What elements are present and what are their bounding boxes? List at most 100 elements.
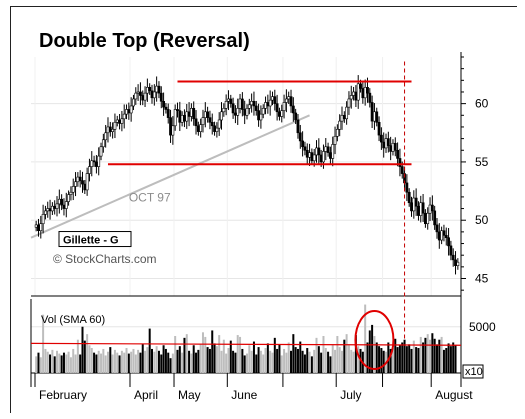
- price-candle: [224, 101, 228, 109]
- price-candle: [259, 113, 263, 121]
- price-candle: [382, 141, 386, 149]
- price-candles: [34, 75, 460, 275]
- volume-bar: [373, 336, 376, 373]
- volume-bar: [188, 350, 191, 373]
- volume-bar: [192, 345, 195, 373]
- price-candle: [85, 173, 89, 191]
- price-candle: [294, 112, 298, 121]
- volume-bar: [398, 345, 401, 373]
- price-candle: [451, 254, 455, 261]
- price-candle: [284, 98, 288, 103]
- price-candle: [261, 107, 265, 115]
- volume-bar: [171, 353, 174, 373]
- price-candle: [435, 224, 439, 233]
- price-candle: [354, 91, 358, 101]
- volume-bar: [222, 339, 225, 373]
- price-candle: [379, 134, 383, 143]
- volume-bar: [169, 358, 172, 373]
- price-candle: [391, 142, 395, 152]
- price-candle: [275, 103, 279, 113]
- price-candle: [308, 152, 311, 158]
- symbol-box-border: [58, 231, 132, 248]
- month-axis: February April May June July August: [34, 373, 473, 402]
- volume-multiplier: x10: [465, 366, 483, 378]
- price-candle: [94, 161, 98, 167]
- volume-bar: [46, 351, 49, 373]
- price-candle: [134, 92, 138, 100]
- volume-bar: [296, 348, 299, 373]
- volume-bar: [241, 348, 244, 373]
- volume-bar: [137, 349, 140, 373]
- price-candle: [41, 214, 45, 225]
- price-candle: [291, 105, 295, 114]
- volume-bar: [375, 342, 378, 373]
- price-candle: [289, 96, 293, 107]
- price-candle: [456, 261, 460, 266]
- price-candle: [386, 138, 390, 146]
- price-candle: [115, 119, 119, 123]
- price-candle: [273, 96, 277, 104]
- price-candle: [298, 132, 302, 142]
- volume-bar: [259, 350, 262, 373]
- volume-bar: [391, 348, 394, 373]
- volume-bar: [429, 339, 432, 373]
- volume-bar: [113, 349, 116, 373]
- price-candle: [62, 204, 66, 209]
- price-candle: [220, 111, 223, 121]
- volume-bar: [248, 345, 251, 373]
- volume-bar: [454, 345, 457, 373]
- volume-bar: [424, 337, 427, 373]
- volume-bar: [257, 347, 260, 373]
- volume-bar: [283, 348, 286, 373]
- price-candle: [176, 109, 179, 111]
- volume-bar: [331, 344, 334, 373]
- volume-bar: [273, 337, 276, 373]
- price-candle: [338, 120, 342, 130]
- price-candle: [122, 113, 126, 120]
- volume-bar: [35, 356, 38, 373]
- volume-bar: [197, 349, 200, 373]
- price-grid: [31, 103, 461, 280]
- multiplier-border: [462, 364, 484, 379]
- price-candle: [234, 112, 237, 116]
- price-candle: [329, 152, 332, 159]
- volume-bar: [287, 342, 290, 373]
- price-candle: [76, 176, 80, 183]
- volume-bar: [227, 348, 230, 373]
- price-candle: [278, 111, 281, 117]
- price-candle: [203, 111, 207, 118]
- volume-bar: [204, 336, 207, 373]
- volume-bar: [208, 348, 211, 373]
- price-tick-label: 60: [475, 97, 489, 111]
- volume-bar: [206, 347, 209, 373]
- volume-bar: [410, 348, 413, 373]
- price-candle: [312, 154, 316, 162]
- price-candle: [152, 91, 156, 99]
- volume-bar: [60, 355, 63, 373]
- volume-bar: [139, 352, 142, 373]
- price-candle: [410, 202, 413, 212]
- support-trendline: [30, 114, 310, 239]
- price-candle: [301, 140, 305, 148]
- price-candle: [266, 102, 270, 107]
- symbol-label: Gillette - G: [63, 235, 119, 247]
- volume-bar: [88, 345, 91, 373]
- price-candle: [442, 230, 446, 236]
- price-candle: [132, 98, 135, 107]
- volume-bar: [76, 339, 79, 373]
- volume-bar: [412, 340, 415, 373]
- volume-bar: [433, 338, 436, 373]
- price-candle: [71, 186, 75, 193]
- price-candle: [440, 230, 444, 241]
- price-candle: [356, 83, 360, 101]
- price-candle: [389, 145, 393, 152]
- trendline-label: OCT 97: [129, 191, 171, 205]
- volume-bar: [452, 342, 455, 373]
- price-candle: [247, 104, 251, 109]
- volume-bar: [389, 348, 392, 373]
- volume-bar: [146, 347, 149, 373]
- volume-bar: [320, 352, 323, 373]
- volume-bar: [62, 352, 65, 373]
- volume-bar: [276, 348, 279, 373]
- volume-bar: [317, 346, 320, 373]
